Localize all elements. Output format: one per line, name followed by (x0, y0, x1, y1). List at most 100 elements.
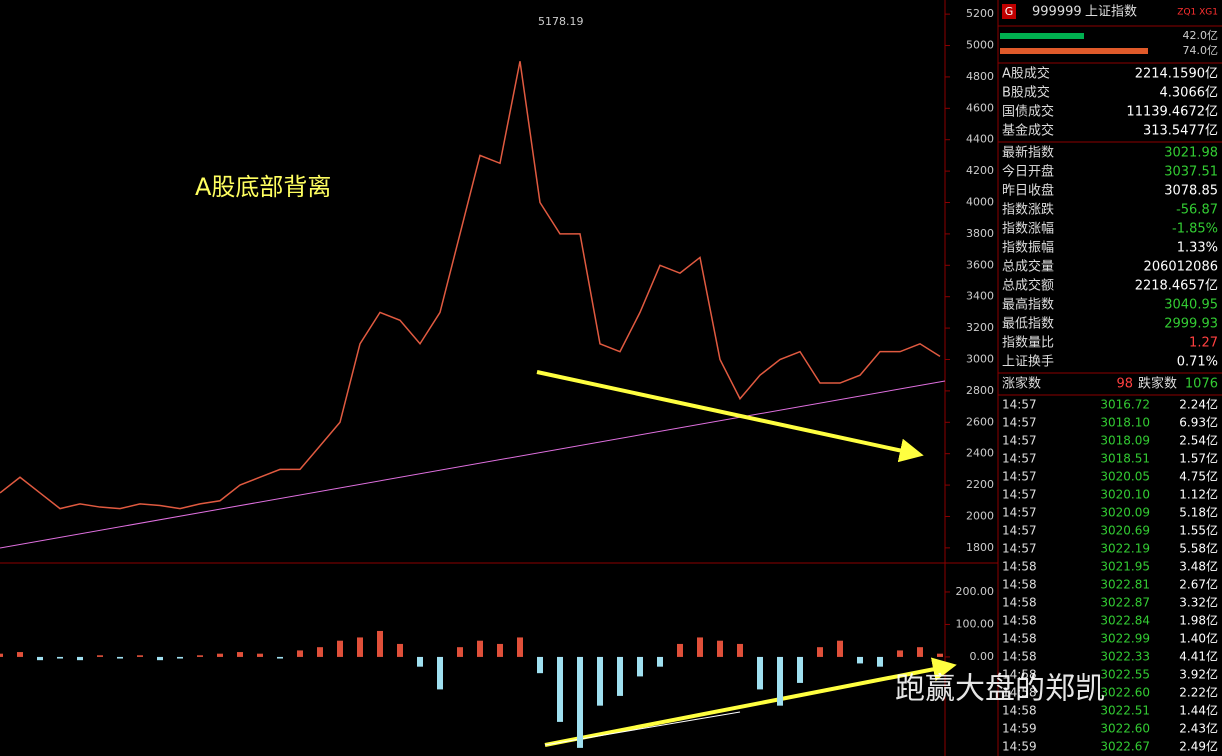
trade-price: 3022.67 (1100, 740, 1150, 754)
row-label: 上证换手 (1002, 355, 1054, 370)
row-value: 3078.85 (1164, 184, 1218, 199)
y-tick-label: 5200 (966, 7, 994, 20)
macd-bar (817, 647, 823, 657)
macd-bar (717, 640, 723, 657)
trade-price: 3018.10 (1100, 416, 1150, 430)
trade-price: 3022.60 (1100, 686, 1150, 700)
trade-time: 14:57 (1002, 398, 1037, 412)
macd-bar (617, 656, 623, 696)
y-tick-label: 3800 (966, 227, 994, 240)
macd-bar (377, 630, 383, 657)
macd-bar (157, 656, 163, 661)
trade-volume: 1.44亿 (1179, 703, 1218, 718)
row-value: -1.85% (1172, 222, 1218, 237)
trade-price: 3020.69 (1100, 524, 1150, 538)
macd-bar (117, 656, 123, 659)
row-label: 最高指数 (1002, 297, 1054, 313)
trade-time: 14:59 (1002, 722, 1037, 736)
macd-bar (97, 655, 103, 657)
macd-bar (477, 640, 483, 657)
row-value: 4.3066亿 (1160, 86, 1219, 101)
trade-time: 14:57 (1002, 488, 1037, 502)
trade-price: 3020.10 (1100, 488, 1150, 502)
row-value: 11139.4672亿 (1126, 105, 1218, 120)
trade-volume: 1.98亿 (1179, 613, 1218, 628)
row-value: -56.87 (1176, 203, 1218, 218)
y-tick-label: 3200 (966, 321, 994, 334)
trade-price: 3022.60 (1100, 722, 1150, 736)
macd-bar (257, 653, 263, 657)
row-value: 206012086 (1144, 260, 1218, 275)
peak-label: 5178.19 (538, 15, 584, 28)
macd-bar (517, 637, 523, 657)
trade-time: 14:58 (1002, 650, 1037, 664)
trade-time: 14:58 (1002, 596, 1037, 610)
macd-bar (457, 647, 463, 657)
trade-volume: 5.58亿 (1179, 541, 1218, 556)
row-label: 昨日收盘 (1002, 183, 1054, 199)
trade-volume: 2.43亿 (1179, 721, 1218, 736)
macd-bar (737, 643, 743, 657)
watermark: 跑赢大盘的郑凯 (895, 672, 1105, 707)
row-label: 国债成交 (1002, 104, 1054, 120)
row-label: 指数涨幅 (1002, 222, 1054, 237)
trade-time: 14:58 (1002, 704, 1037, 718)
trade-volume: 5.18亿 (1179, 505, 1218, 520)
macd-bar (537, 656, 543, 674)
trade-volume: 1.40亿 (1179, 631, 1218, 646)
macd-bar (697, 637, 703, 657)
tags: ZQ1 XG1 (1177, 8, 1218, 18)
macd-bar (297, 650, 303, 657)
macd-bar (777, 656, 783, 706)
row-value: 3037.51 (1164, 165, 1218, 180)
y-tick-label: 4200 (966, 164, 994, 177)
y-tick-label: 200.00 (956, 585, 995, 598)
row-label: 指数振幅 (1002, 241, 1054, 256)
trade-price: 3018.51 (1100, 452, 1150, 466)
macd-bar (337, 640, 343, 657)
y-tick-label: 2400 (966, 447, 994, 460)
trade-volume: 2.22亿 (1179, 685, 1218, 700)
trade-volume: 3.32亿 (1179, 595, 1218, 610)
trade-time: 14:57 (1002, 470, 1037, 484)
macd-bar (237, 652, 243, 657)
row-label: 跌家数 (1138, 376, 1177, 392)
macd-bar (937, 653, 943, 657)
macd-bar (677, 643, 683, 657)
trade-volume: 4.41亿 (1179, 649, 1218, 664)
trade-price: 3016.72 (1100, 398, 1150, 412)
macd-bar (837, 640, 843, 657)
row-label: A股成交 (1002, 66, 1050, 82)
price-line (0, 61, 941, 510)
trade-time: 14:58 (1002, 668, 1037, 682)
macd-bar (397, 643, 403, 657)
macd-bar (357, 637, 363, 657)
trend-line (0, 380, 946, 549)
y-tick-label: 3400 (966, 290, 994, 303)
trade-time: 14:58 (1002, 686, 1037, 700)
up-count: 98 (1116, 377, 1133, 392)
trade-price: 3020.09 (1100, 506, 1150, 520)
row-label: B股成交 (1002, 85, 1050, 101)
row-value: 313.5477亿 (1143, 124, 1218, 139)
trade-price: 3022.33 (1100, 650, 1150, 664)
y-tick-label: 0.00 (970, 650, 995, 663)
macd-bar (797, 656, 803, 683)
row-value: 0.71% (1177, 355, 1218, 370)
macd-bar (897, 650, 903, 657)
trade-price: 3022.99 (1100, 632, 1150, 646)
badge: G (1005, 5, 1014, 18)
row-label: 指数量比 (1002, 336, 1054, 351)
macd-bar (77, 656, 83, 661)
trade-volume: 1.57亿 (1179, 451, 1218, 466)
macd-bar (657, 656, 663, 667)
macd-bar (217, 653, 223, 657)
trade-volume: 4.75亿 (1179, 469, 1218, 484)
macd-bar (857, 656, 863, 664)
trade-price: 3021.95 (1100, 560, 1150, 574)
macd-bar (317, 647, 323, 657)
trade-volume: 1.55亿 (1179, 523, 1218, 538)
row-value: 3021.98 (1164, 146, 1218, 161)
